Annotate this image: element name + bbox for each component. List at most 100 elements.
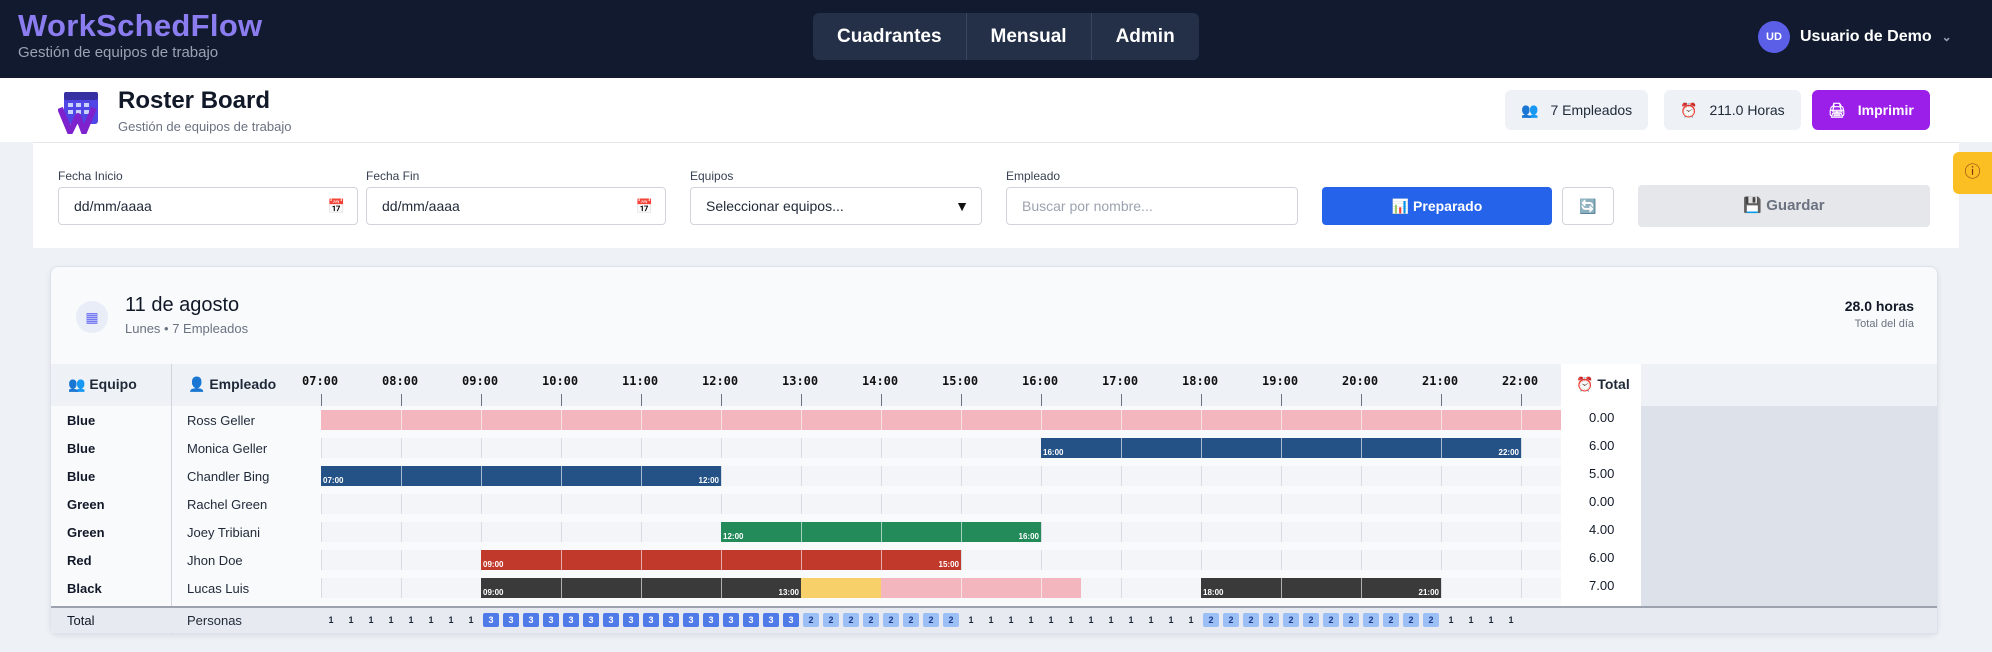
- hour-tick: 22:00: [1502, 374, 1539, 388]
- hour-gridline: [1521, 438, 1522, 458]
- column-divider: [171, 364, 172, 634]
- row-total: 0.00: [1589, 410, 1615, 425]
- shift-segment[interactable]: 16:00 22:00: [1041, 438, 1521, 458]
- hour-gridline: [561, 522, 562, 542]
- hour-gridline: [1441, 410, 1442, 430]
- shift-start-label: 09:00: [483, 560, 504, 569]
- shift-start-label: 16:00: [1043, 448, 1064, 457]
- hour-tick-mark: [641, 394, 642, 406]
- print-button[interactable]: 🖨 Imprimir: [1812, 90, 1930, 130]
- timeline-track[interactable]: 07:00 12:00: [321, 466, 1561, 486]
- hour-gridline: [801, 494, 802, 514]
- hour-gridline: [1281, 522, 1282, 542]
- people-count-cell: 2: [863, 613, 879, 627]
- team-name: Green: [67, 497, 105, 512]
- people-count-cell: 1: [348, 615, 354, 625]
- hour-gridline: [1121, 466, 1122, 486]
- employee-name: Jhon Doe: [187, 553, 243, 568]
- hour-gridline: [1441, 494, 1442, 514]
- info-icon[interactable]: ⓘ: [1953, 152, 1992, 194]
- hours-count-label: 211.0 Horas: [1709, 102, 1785, 118]
- shift-segment[interactable]: [801, 578, 881, 598]
- teams-select-value: Seleccionar equipos...: [706, 198, 844, 214]
- calendar-icon[interactable]: 📅: [635, 198, 653, 214]
- people-count-cell: 2: [1263, 613, 1279, 627]
- hour-gridline: [401, 410, 402, 430]
- start-date-input[interactable]: dd/mm/aaaa 📅: [58, 187, 358, 225]
- refresh-button[interactable]: 🔄: [1562, 187, 1614, 225]
- timeline-track[interactable]: 09:00 13:00 18:00 21:00: [321, 578, 1561, 598]
- prepared-label: Preparado: [1413, 198, 1483, 214]
- people-count-cell: 3: [623, 613, 639, 627]
- shift-segment[interactable]: 18:00 21:00: [1201, 578, 1441, 598]
- print-label: Imprimir: [1857, 102, 1914, 118]
- end-date-value: dd/mm/aaaa: [382, 198, 460, 214]
- hour-gridline: [1041, 522, 1042, 542]
- hour-gridline: [1521, 578, 1522, 598]
- hour-gridline: [721, 578, 722, 598]
- people-count-cell: 2: [883, 613, 899, 627]
- row-total: 5.00: [1589, 466, 1615, 481]
- hour-gridline: [1521, 466, 1522, 486]
- brand[interactable]: WorkSchedFlow Gestión de equipos de trab…: [18, 8, 262, 61]
- team-name: Green: [67, 525, 105, 540]
- timeline-track[interactable]: 09:00 15:00: [321, 550, 1561, 570]
- hour-gridline: [481, 466, 482, 486]
- hour-gridline: [641, 466, 642, 486]
- nav-admin[interactable]: Admin: [1115, 26, 1175, 47]
- hour-gridline: [641, 578, 642, 598]
- hour-gridline: [481, 522, 482, 542]
- people-count-cell: 3: [483, 613, 499, 627]
- prepared-button[interactable]: 📊 Preparado: [1322, 187, 1552, 225]
- shift-segment[interactable]: 09:00 15:00: [481, 550, 961, 570]
- total-column: [1561, 364, 1641, 606]
- hour-tick: 19:00: [1262, 374, 1299, 388]
- shift-end-label: 12:00: [698, 476, 719, 485]
- user-menu[interactable]: UD Usuario de Demo ⌄: [1758, 21, 1952, 53]
- teams-select[interactable]: Seleccionar equipos... ▼: [690, 187, 982, 225]
- hour-tick-mark: [561, 394, 562, 406]
- shift-segment[interactable]: [321, 410, 1561, 430]
- timeline-track[interactable]: [321, 494, 1561, 514]
- hour-gridline: [1521, 522, 1522, 542]
- hour-gridline: [961, 438, 962, 458]
- day-hours-total: 28.0 horas: [1844, 298, 1914, 314]
- hour-gridline: [561, 466, 562, 486]
- timeline-track[interactable]: [321, 410, 1561, 430]
- shift-segment[interactable]: [881, 578, 1081, 598]
- people-count-cell: 2: [943, 613, 959, 627]
- hour-gridline: [401, 494, 402, 514]
- people-count-cell: 3: [723, 613, 739, 627]
- timeline-track[interactable]: 16:00 22:00: [321, 438, 1561, 458]
- hour-gridline: [1041, 410, 1042, 430]
- calendar-icon[interactable]: 📅: [327, 198, 345, 214]
- employee-name: Joey Tribiani: [187, 525, 260, 540]
- timeline-track[interactable]: 12:00 16:00: [321, 522, 1561, 542]
- hour-gridline: [321, 550, 322, 570]
- nav-cuadrantes[interactable]: Cuadrantes: [813, 13, 967, 60]
- shift-segment[interactable]: 09:00 13:00: [481, 578, 801, 598]
- hour-tick-mark: [401, 394, 402, 406]
- hour-gridline: [801, 550, 802, 570]
- hour-gridline: [1441, 522, 1442, 542]
- save-button[interactable]: 💾 Guardar: [1638, 185, 1930, 227]
- team-name: Blue: [67, 413, 96, 428]
- nav-mensual[interactable]: Mensual: [967, 13, 1092, 60]
- floppy-disk-icon: 💾: [1743, 197, 1767, 214]
- page-header: [0, 78, 1992, 142]
- people-count-cell: 1: [1088, 615, 1094, 625]
- shift-end-label: 22:00: [1498, 448, 1519, 457]
- end-date-input[interactable]: dd/mm/aaaa 📅: [366, 187, 666, 225]
- hour-tick-mark: [1521, 394, 1522, 406]
- employee-search-input[interactable]: Buscar por nombre...: [1006, 187, 1298, 225]
- team-name: Black: [67, 581, 102, 596]
- hour-gridline: [881, 494, 882, 514]
- hour-gridline: [1121, 550, 1122, 570]
- people-count-cell: 1: [1048, 615, 1054, 625]
- hour-gridline: [1521, 550, 1522, 570]
- hour-gridline: [1201, 410, 1202, 430]
- shift-segment[interactable]: 07:00 12:00: [321, 466, 721, 486]
- team-name: Red: [67, 553, 92, 568]
- shift-segment[interactable]: 12:00 16:00: [721, 522, 1041, 542]
- hour-gridline: [561, 410, 562, 430]
